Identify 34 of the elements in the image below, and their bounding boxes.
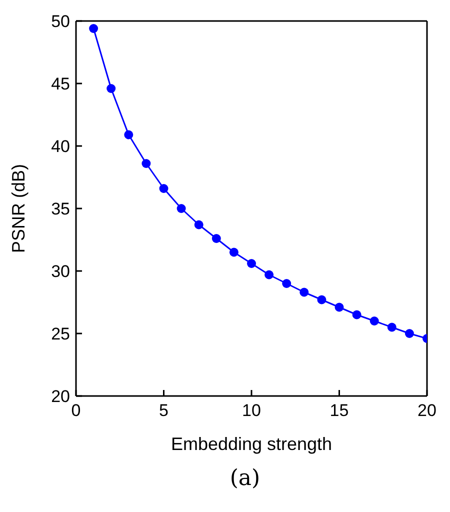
text: (a) <box>228 466 262 491</box>
point <box>247 259 256 268</box>
y-tick-label: 40 <box>51 137 70 156</box>
x-tick-label: 5 <box>159 401 168 420</box>
point <box>229 248 238 257</box>
point <box>194 220 204 230</box>
point <box>176 204 186 213</box>
point <box>352 310 362 320</box>
point <box>387 322 396 332</box>
y-tick-label: 20 <box>51 387 70 406</box>
point <box>370 316 379 326</box>
point <box>106 84 116 93</box>
point <box>334 302 344 312</box>
y-tick-label: 50 <box>51 12 70 32</box>
point <box>124 130 134 140</box>
y-tick-label: 30 <box>51 262 70 282</box>
point <box>404 329 414 338</box>
point <box>317 295 326 304</box>
x-axis-title: Embedding strength <box>170 434 332 454</box>
point <box>282 279 292 288</box>
x-tick-label: 10 <box>242 401 261 420</box>
point <box>142 159 151 168</box>
x-tick-label: 0 <box>71 401 81 420</box>
point <box>159 184 168 193</box>
y-tick-label: 35 <box>51 200 70 219</box>
x-tick-label: 20 <box>418 401 436 420</box>
y-tick-label: 25 <box>51 324 70 344</box>
y-axis-title: PSNR (dB) <box>8 164 28 254</box>
point <box>212 234 221 243</box>
point <box>89 24 98 33</box>
y-tick-label: 45 <box>51 74 70 94</box>
point <box>300 288 309 297</box>
x-tick-label: 15 <box>330 401 349 420</box>
point <box>264 270 274 280</box>
